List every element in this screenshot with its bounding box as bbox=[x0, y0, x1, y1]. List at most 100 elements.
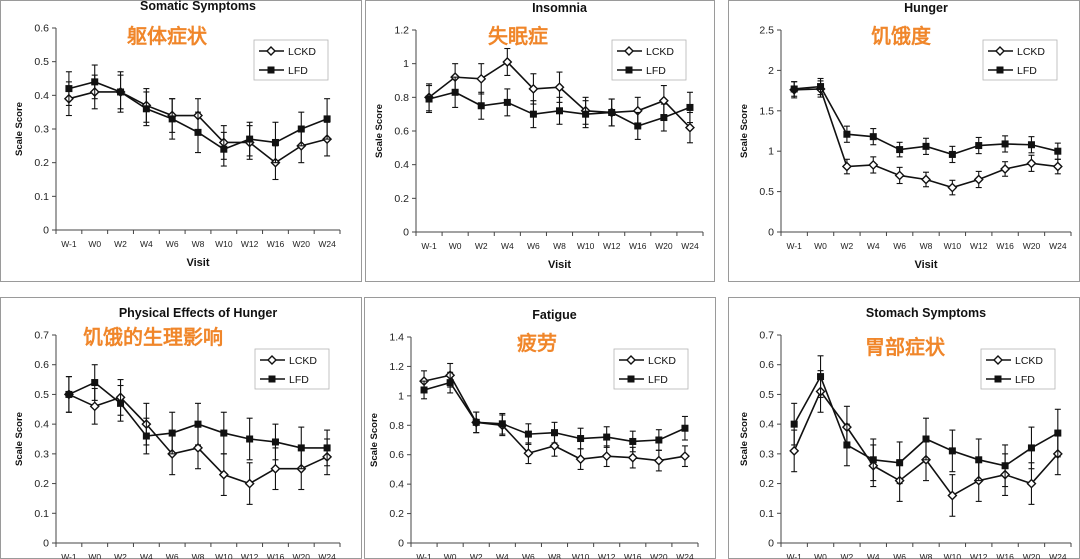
x-tick-label: W24 bbox=[318, 239, 336, 249]
legend: LCKD LFD bbox=[253, 39, 329, 81]
data-point bbox=[524, 430, 532, 438]
data-point bbox=[922, 142, 930, 150]
data-point bbox=[1027, 444, 1035, 452]
x-tick-label: W16 bbox=[624, 552, 642, 559]
legend-label: LCKD bbox=[1017, 46, 1045, 58]
data-point bbox=[629, 437, 637, 445]
x-tick-label: W2 bbox=[841, 241, 854, 251]
data-point bbox=[297, 444, 305, 452]
legend-marker bbox=[994, 375, 1002, 383]
legend: LCKD LFD bbox=[254, 348, 330, 390]
x-tick-label: W16 bbox=[267, 552, 285, 559]
x-tick-label: W8 bbox=[920, 552, 933, 559]
y-tick-label: 0.8 bbox=[389, 420, 404, 432]
y-tick-label: 0.7 bbox=[34, 330, 49, 342]
data-point bbox=[498, 420, 506, 428]
x-tick-label: W6 bbox=[893, 552, 906, 559]
legend-label: LCKD bbox=[1015, 355, 1043, 367]
legend-box bbox=[980, 348, 1056, 390]
data-point bbox=[246, 135, 254, 143]
x-tick-label: W8 bbox=[192, 552, 205, 559]
legend-marker bbox=[995, 46, 1005, 56]
x-tick-label: W16 bbox=[267, 239, 285, 249]
x-tick-label: W10 bbox=[215, 552, 233, 559]
y-tick-label: 0.2 bbox=[394, 193, 409, 205]
data-point bbox=[65, 85, 73, 93]
chart-annotation-zh: 胃部症状 bbox=[865, 335, 945, 359]
series-lfd bbox=[790, 77, 1062, 164]
x-tick-label: W2 bbox=[114, 552, 127, 559]
data-point bbox=[168, 115, 176, 123]
y-axis-label: Scale Score bbox=[739, 412, 750, 466]
legend-label: LFD bbox=[1015, 374, 1035, 386]
chart-title: Physical Effects of Hunger bbox=[119, 306, 278, 320]
data-point bbox=[681, 424, 689, 432]
data-point bbox=[323, 444, 331, 452]
data-point bbox=[89, 401, 100, 412]
data-point bbox=[117, 88, 125, 96]
y-axis-label: Scale Score bbox=[739, 104, 750, 158]
data-point bbox=[91, 379, 99, 387]
data-point bbox=[817, 83, 825, 91]
data-point bbox=[117, 399, 125, 407]
y-tick-label: 0.4 bbox=[394, 159, 409, 171]
x-tick-label: W-1 bbox=[416, 552, 432, 559]
x-tick-label: W16 bbox=[629, 241, 647, 251]
y-tick-label: 1 bbox=[403, 58, 409, 70]
chart-panel: 0 0.2 0.4 0.6 0.8 1 1.2 W-1 W0 W2 W4 W6 W8 W10 W12 W16 W… bbox=[365, 0, 715, 282]
y-tick-label: 0.4 bbox=[759, 419, 774, 431]
x-tick-label: W8 bbox=[548, 552, 561, 559]
data-point bbox=[271, 438, 279, 446]
panel-frame bbox=[365, 0, 715, 282]
y-tick-label: 2 bbox=[768, 65, 774, 77]
data-point bbox=[1054, 429, 1062, 437]
data-point bbox=[1054, 147, 1062, 155]
data-point bbox=[789, 445, 800, 456]
legend-label: LFD bbox=[648, 374, 668, 386]
legend-label: LCKD bbox=[648, 355, 676, 367]
chart-annotation-zh: 失眠症 bbox=[488, 24, 548, 48]
data-point bbox=[270, 463, 281, 474]
data-point bbox=[686, 103, 694, 111]
data-point bbox=[1052, 161, 1063, 172]
y-tick-label: 0.1 bbox=[34, 508, 49, 520]
data-point bbox=[896, 459, 904, 467]
data-point bbox=[575, 454, 586, 465]
y-axis-label: Scale Score bbox=[14, 412, 25, 466]
x-tick-label: W6 bbox=[893, 241, 906, 251]
data-point bbox=[91, 78, 99, 86]
legend: LCKD LFD bbox=[611, 39, 687, 81]
data-point bbox=[655, 436, 663, 444]
y-axis-label: Scale Score bbox=[14, 102, 25, 156]
x-tick-label: W8 bbox=[192, 239, 205, 249]
y-axis-label: Scale Score bbox=[369, 413, 380, 467]
data-point bbox=[660, 114, 668, 122]
data-point bbox=[420, 386, 428, 394]
data-point bbox=[65, 390, 73, 398]
data-point bbox=[523, 448, 534, 459]
data-point bbox=[790, 85, 798, 93]
legend-marker bbox=[993, 355, 1003, 365]
y-tick-label: 0.6 bbox=[34, 23, 49, 35]
legend-label: LCKD bbox=[289, 355, 317, 367]
data-point bbox=[1001, 140, 1009, 148]
series-lfd bbox=[420, 371, 689, 453]
data-point bbox=[817, 373, 825, 381]
data-point bbox=[472, 418, 480, 426]
x-tick-label: W20 bbox=[1023, 552, 1041, 559]
data-point bbox=[554, 82, 565, 93]
chart-title: Stomach Symptoms bbox=[866, 306, 986, 320]
y-tick-label: 1.2 bbox=[389, 361, 404, 373]
data-point bbox=[297, 125, 305, 133]
x-tick-label: W20 bbox=[293, 552, 311, 559]
y-tick-label: 0 bbox=[403, 227, 409, 239]
data-point bbox=[220, 145, 228, 153]
series-lfd bbox=[790, 355, 1062, 488]
legend-label: LCKD bbox=[646, 46, 674, 58]
legend-marker bbox=[625, 66, 633, 74]
data-point bbox=[477, 102, 485, 110]
data-point bbox=[220, 429, 228, 437]
x-tick-label: W4 bbox=[501, 241, 514, 251]
data-point bbox=[603, 433, 611, 441]
x-tick-label: W12 bbox=[970, 552, 988, 559]
